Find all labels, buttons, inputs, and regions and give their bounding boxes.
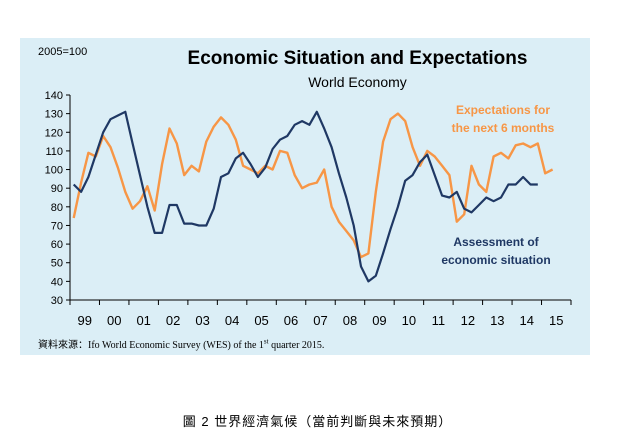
- x-tick-label: 02: [166, 313, 180, 328]
- x-tick-label: 14: [520, 313, 534, 328]
- source-suffix: quarter 2015.: [268, 340, 325, 351]
- y-tick-label: 80: [51, 202, 63, 214]
- figure-caption: 圖 2 世界經濟氣候（當前判斷與未來預期）: [182, 414, 453, 429]
- x-tick-label: 99: [78, 313, 92, 328]
- source-sup: st: [263, 337, 269, 346]
- source-note: 資料來源：Ifo World Economic Survey (WES) of …: [38, 336, 324, 351]
- series-label-assessment: economic situation: [441, 253, 550, 267]
- y-tick-label: 110: [45, 146, 63, 158]
- series-line-assessment: [72, 110, 538, 283]
- chart-svg: 30 40 50 60 70 80 90 100 110 120 130 140 99 00 01 02 03 0…: [45, 90, 572, 328]
- x-tick-label: 06: [284, 313, 298, 328]
- y-tick-label: 30: [51, 295, 63, 307]
- y-tick-label: 100: [45, 165, 63, 177]
- x-tick-label: 00: [107, 313, 121, 328]
- y-tick-label: 130: [45, 109, 63, 121]
- y-tick-label: 60: [51, 239, 63, 251]
- chart-subtitle: World Economy: [308, 74, 407, 90]
- series-label-assessment: Assessment of: [453, 235, 539, 249]
- x-tick-label: 13: [490, 313, 504, 328]
- x-tick-label: 10: [402, 313, 416, 328]
- chart-title: Economic Situation and Expectations: [187, 48, 528, 69]
- y-tick-label: 50: [51, 258, 63, 270]
- x-tick-label: 09: [372, 313, 386, 328]
- x-tick-label: 11: [432, 313, 446, 328]
- unit-label: 2005=100: [38, 46, 88, 58]
- series-label-expectations: the next 6 months: [452, 121, 555, 135]
- x-tick-label: 01: [136, 313, 150, 328]
- x-tick-label: 07: [313, 313, 327, 328]
- x-tick-label: 12: [461, 313, 475, 328]
- y-tick-label: 70: [51, 220, 63, 232]
- series-line-expectations: [72, 112, 554, 259]
- x-tick-label: 05: [254, 313, 268, 328]
- y-tick-label: 90: [51, 183, 63, 195]
- x-tick-label: 15: [549, 313, 563, 328]
- x-tick-label: 03: [195, 313, 209, 328]
- x-tick-label: 04: [225, 313, 239, 328]
- series-label-expectations: Expectations for: [456, 103, 550, 117]
- y-tick-label: 140: [45, 90, 63, 102]
- y-tick-label: 120: [45, 127, 63, 139]
- source-prefix: 資料來源：Ifo World Economic Survey (WES) of …: [38, 340, 264, 351]
- chart-panel: 30 40 50 60 70 80 90 100 110 120 130 140 99 00 01 02 03 0…: [20, 38, 590, 355]
- y-tick-label: 40: [51, 276, 63, 288]
- x-tick-label: 08: [343, 313, 357, 328]
